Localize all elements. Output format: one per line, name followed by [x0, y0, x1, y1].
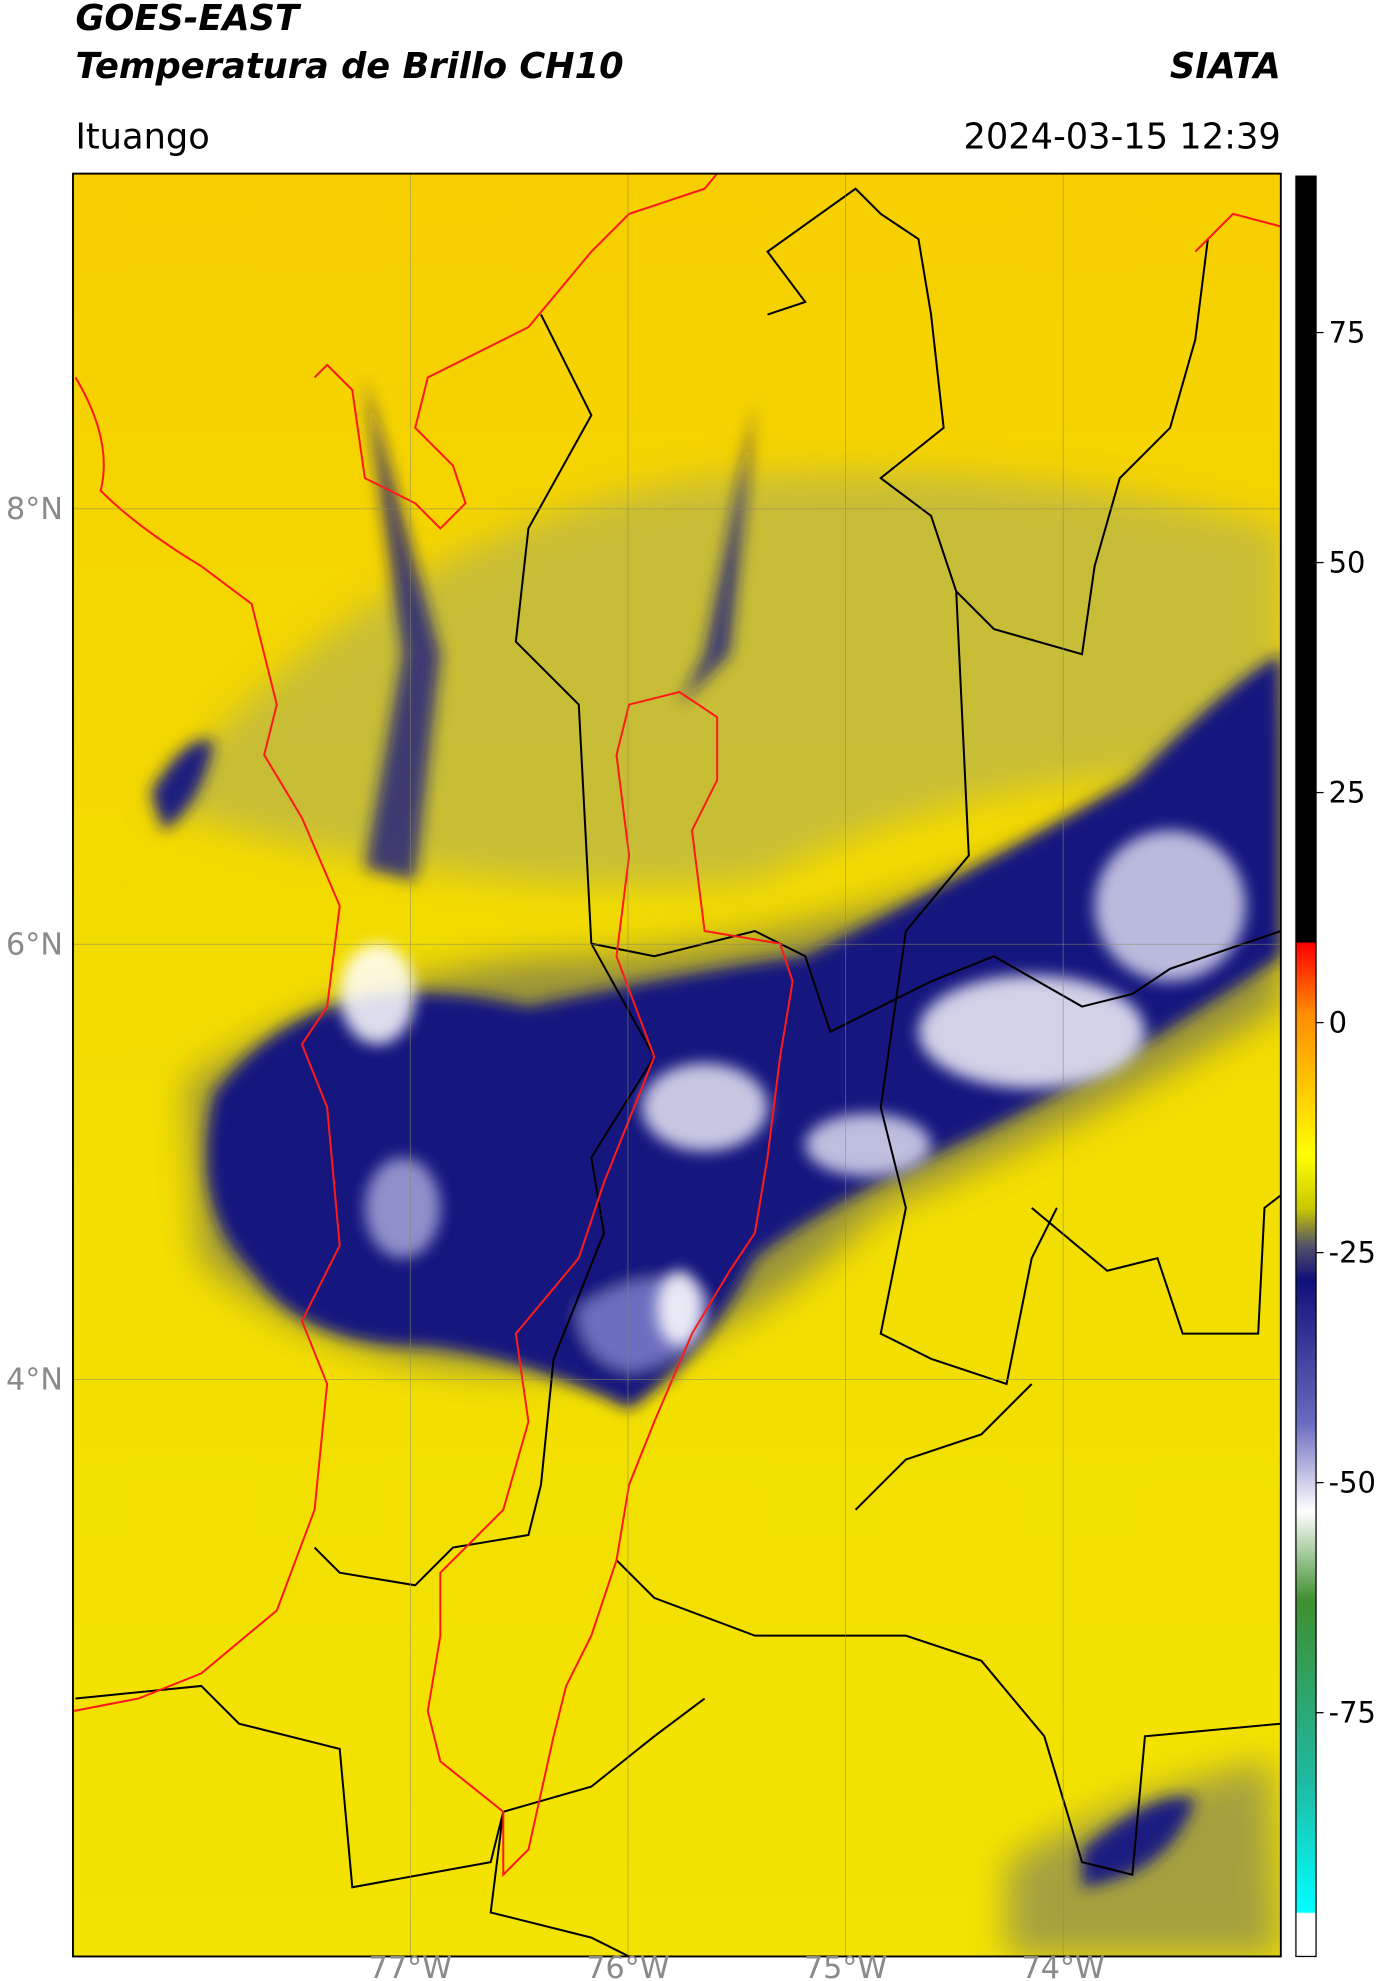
datetime: 2024-03-15 12:39	[963, 116, 1280, 157]
colorbar-tick-label: -50	[1329, 1466, 1376, 1500]
title-line2: Temperatura de Brillo CH10	[75, 46, 623, 87]
organization: SIATA	[1170, 46, 1281, 87]
colorbar-tick-label: -25	[1329, 1236, 1376, 1270]
lon-label: 76°W	[586, 1951, 669, 1981]
colorbar-tick-label: -75	[1329, 1696, 1376, 1730]
lat-label: 8°N	[6, 492, 63, 527]
lon-label: 77°W	[369, 1951, 452, 1981]
satellite-image	[72, 173, 1281, 1957]
map-frame	[72, 172, 1282, 1958]
country-borders	[72, 173, 1281, 1878]
graticule	[72, 173, 1281, 1957]
lon-label: 75°W	[804, 1951, 887, 1981]
lat-label: 6°N	[6, 927, 63, 962]
colorbar-tick-label: 0	[1329, 1006, 1347, 1040]
department-borders	[75, 187, 1281, 1957]
location: Ituango	[75, 116, 209, 157]
colorbar-tick-label: 75	[1329, 316, 1366, 350]
title-line1: GOES-EAST	[75, 0, 302, 39]
lat-label: 4°N	[6, 1363, 63, 1398]
labels: 8°N 6°N 4°N 77°W 76°W 75°W 74°W 75 50 25 0 -25 -50 -7…	[6, 316, 1376, 1981]
colorbar	[1295, 175, 1317, 1958]
lon-label: 74°W	[1022, 1951, 1105, 1981]
colorbar-tick-label: 50	[1329, 546, 1366, 580]
colorbar-tick-label: 25	[1329, 776, 1366, 810]
